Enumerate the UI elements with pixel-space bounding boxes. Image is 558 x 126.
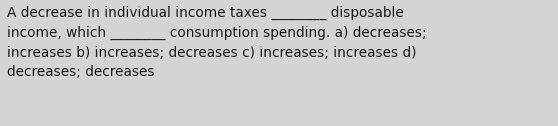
Text: A decrease in individual income taxes ________ disposable
income, which ________: A decrease in individual income taxes __… [7,6,426,79]
